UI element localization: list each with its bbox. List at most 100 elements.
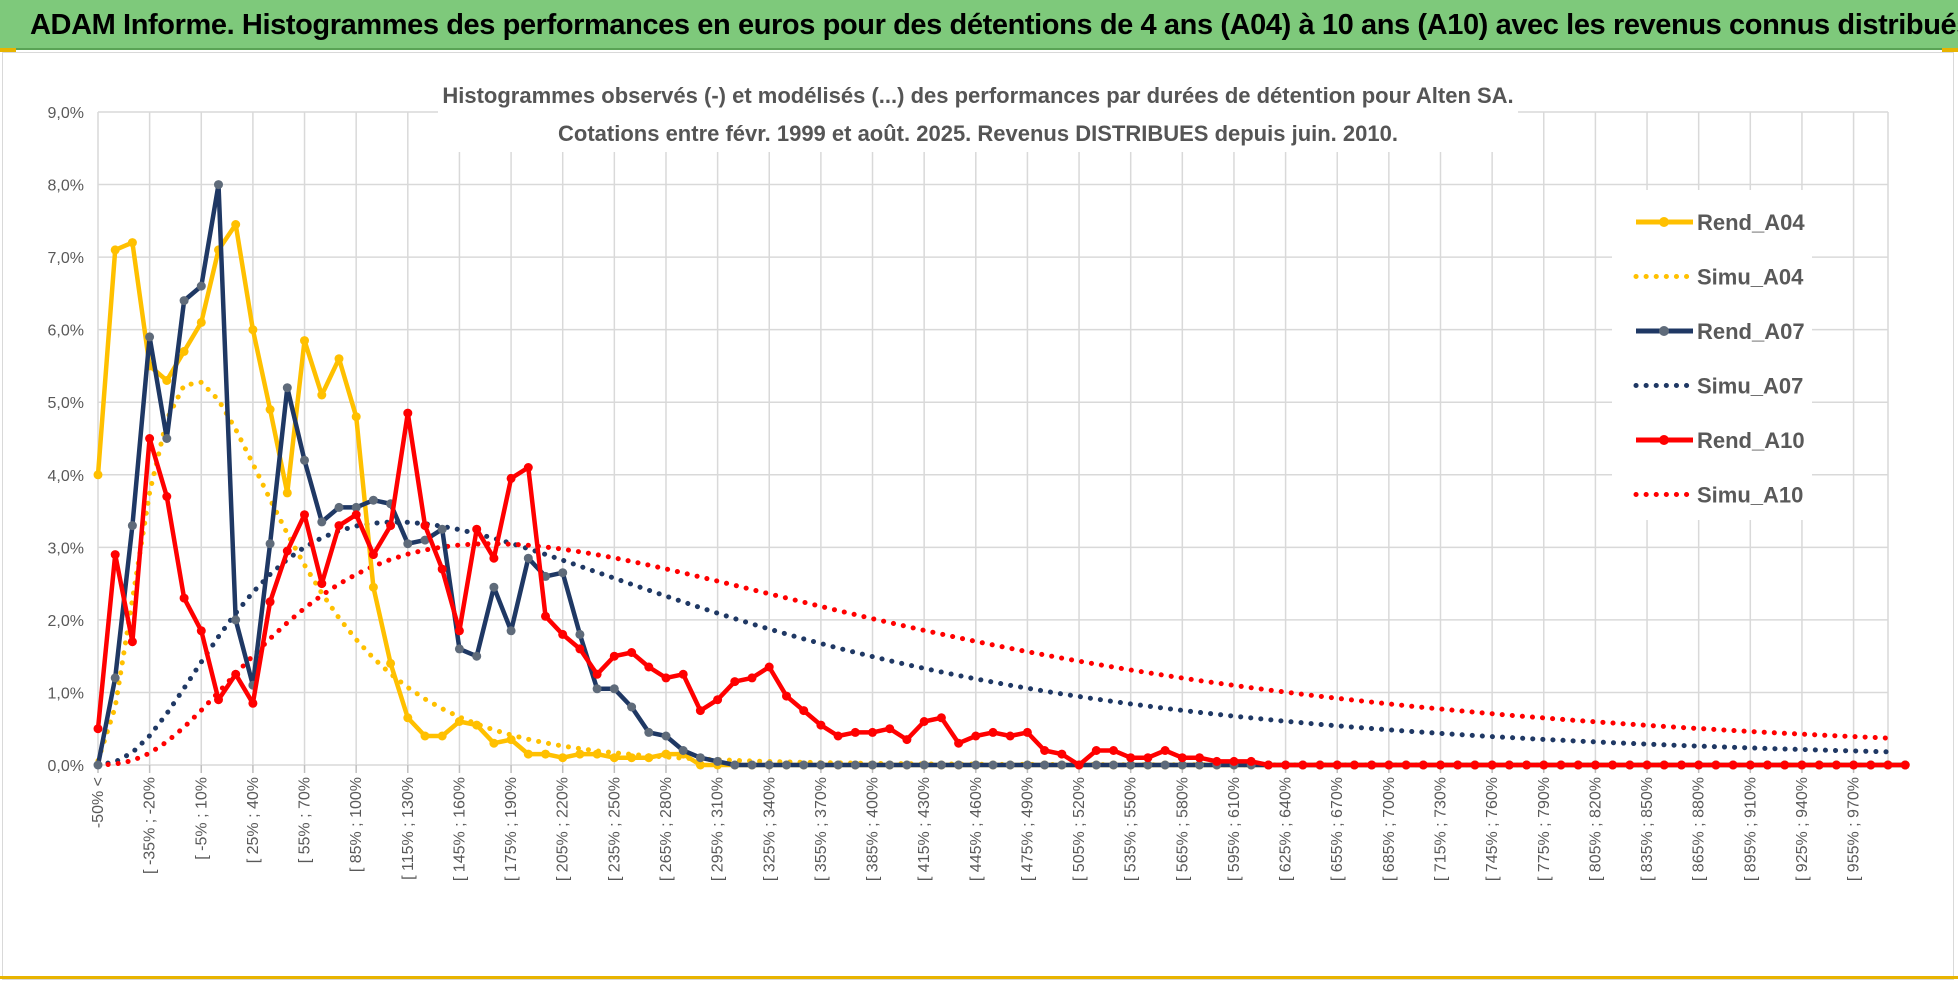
x-tick-label: [ 235% ; 250%: [606, 777, 623, 881]
data-point-rend-a10: [850, 727, 860, 737]
data-point-rend-a10: [1401, 760, 1411, 770]
data-point-rend-a07: [231, 615, 241, 625]
series-layer: [93, 180, 1910, 770]
data-point-rend-a07: [1057, 760, 1067, 770]
data-point-rend-a07: [403, 539, 413, 549]
data-point-rend-a10: [93, 724, 103, 734]
data-point-rend-a10: [1694, 760, 1704, 770]
data-point-rend-a10: [506, 473, 516, 483]
data-point-rend-a10: [1022, 727, 1032, 737]
data-point-rend-a10: [1229, 756, 1239, 766]
data-point-rend-a10: [1246, 756, 1256, 766]
data-point-rend-a10: [403, 408, 413, 418]
data-point-rend-a10: [1349, 760, 1359, 770]
y-tick-label: 2,0%: [48, 613, 84, 630]
data-point-rend-a10: [1883, 760, 1893, 770]
data-point-rend-a10: [1143, 753, 1153, 763]
chart-subtitle: Cotations entre févr. 1999 et août. 2025…: [558, 121, 1398, 146]
data-point-rend-a07: [558, 568, 568, 578]
report-title: ADAM Informe. Histogrammes des performan…: [30, 9, 1958, 41]
data-point-rend-a10: [627, 648, 637, 657]
data-point-rend-a10: [145, 434, 155, 443]
data-point-rend-a07: [868, 760, 877, 770]
data-point-rend-a04: [627, 753, 637, 763]
data-point-rend-a10: [1315, 760, 1325, 770]
data-point-rend-a07: [282, 383, 292, 393]
x-tick-label: [ 565% ; 580%: [1174, 777, 1191, 881]
data-point-rend-a10: [231, 669, 241, 679]
data-point-rend-a07: [334, 502, 344, 512]
data-point-rend-a04: [162, 376, 172, 385]
data-point-rend-a10: [127, 637, 137, 647]
x-tick-label: [ 535% ; 550%: [1123, 777, 1140, 881]
data-point-rend-a07: [833, 760, 843, 770]
data-point-rend-a10: [489, 553, 499, 563]
data-point-rend-a04: [231, 220, 241, 229]
data-point-rend-a10: [1659, 760, 1669, 770]
data-point-rend-a10: [1281, 760, 1291, 770]
x-tick-label: [ 805% ; 820%: [1587, 777, 1604, 881]
data-point-rend-a10: [454, 626, 464, 636]
data-point-rend-a04: [420, 731, 430, 741]
data-point-rend-a04: [93, 470, 103, 480]
data-point-rend-a07: [988, 760, 998, 770]
legend-marker: [1659, 326, 1669, 336]
data-point-rend-a10: [1436, 760, 1445, 770]
y-tick-label: 6,0%: [48, 323, 84, 340]
data-point-rend-a10: [317, 579, 327, 589]
chart-title-bg: [438, 80, 1518, 152]
data-point-rend-a10: [1522, 760, 1532, 770]
data-point-rend-a10: [1590, 760, 1600, 770]
data-point-rend-a04: [196, 317, 206, 327]
data-point-rend-a10: [1866, 760, 1876, 770]
x-tick-label: [ 325% ; 340%: [761, 777, 778, 881]
data-point-rend-a07: [1040, 760, 1050, 770]
data-point-rend-a10: [1625, 760, 1635, 770]
data-point-rend-a10: [1418, 760, 1428, 770]
x-tick-label: [ 745% ; 760%: [1484, 777, 1501, 881]
data-point-rend-a10: [1642, 760, 1652, 770]
data-point-rend-a04: [523, 749, 533, 759]
data-point-rend-a04: [472, 720, 482, 730]
data-point-rend-a10: [179, 593, 189, 603]
data-point-rend-a07: [196, 281, 206, 291]
data-point-rend-a10: [730, 677, 740, 687]
data-point-rend-a07: [592, 684, 602, 694]
data-point-rend-a04: [179, 346, 189, 356]
data-point-rend-a10: [1091, 746, 1101, 755]
data-point-rend-a10: [1900, 760, 1910, 770]
data-point-rend-a10: [1780, 760, 1790, 770]
data-point-rend-a10: [1453, 760, 1463, 770]
x-tick-label: [ 445% ; 460%: [968, 777, 985, 881]
data-point-rend-a10: [1539, 760, 1549, 770]
data-point-rend-a04: [454, 717, 464, 726]
legend-label: Rend_A07: [1697, 319, 1805, 344]
data-point-rend-a07: [1091, 760, 1101, 770]
data-point-rend-a07: [1022, 760, 1032, 770]
data-point-rend-a10: [1487, 760, 1497, 770]
data-point-rend-a10: [386, 521, 396, 531]
banner-accent-left: [0, 48, 16, 52]
data-point-rend-a10: [248, 698, 258, 708]
y-tick-label: 4,0%: [48, 468, 84, 485]
y-axis-ticks: 0,0% 1,0% 2,0% 3,0% 4,0% 5,0% 6,0% 7,0% 8,0% 9,0%: [48, 105, 84, 775]
data-point-rend-a10: [1126, 753, 1136, 763]
data-point-rend-a07: [93, 760, 103, 770]
data-point-rend-a10: [954, 738, 964, 748]
x-tick-label: [ 685% ; 700%: [1381, 777, 1398, 881]
x-tick-label: [ 55% ; 70%: [297, 777, 314, 863]
x-tick-label: [ 115% ; 130%: [400, 777, 417, 880]
x-axis-ticks: -50% < [ -35% ; -20% [ -5% ; 10% [ 25% ; 40…: [90, 777, 1863, 881]
data-point-rend-a10: [541, 611, 550, 621]
y-tick-label: 9,0%: [48, 105, 84, 122]
x-tick-label: [ 355% ; 370%: [813, 777, 830, 881]
x-tick-label: [ 85% ; 100%: [348, 777, 365, 872]
data-point-rend-a07: [644, 727, 654, 737]
data-point-rend-a04: [437, 731, 447, 741]
legend-item-rend-a04: Rend_A04: [1636, 210, 1805, 235]
x-tick-label: [ 835% ; 850%: [1639, 777, 1656, 881]
data-point-rend-a07: [145, 332, 155, 342]
data-point-rend-a10: [1745, 760, 1755, 770]
data-point-rend-a10: [1195, 753, 1204, 763]
legend-label: Simu_A10: [1697, 483, 1803, 508]
